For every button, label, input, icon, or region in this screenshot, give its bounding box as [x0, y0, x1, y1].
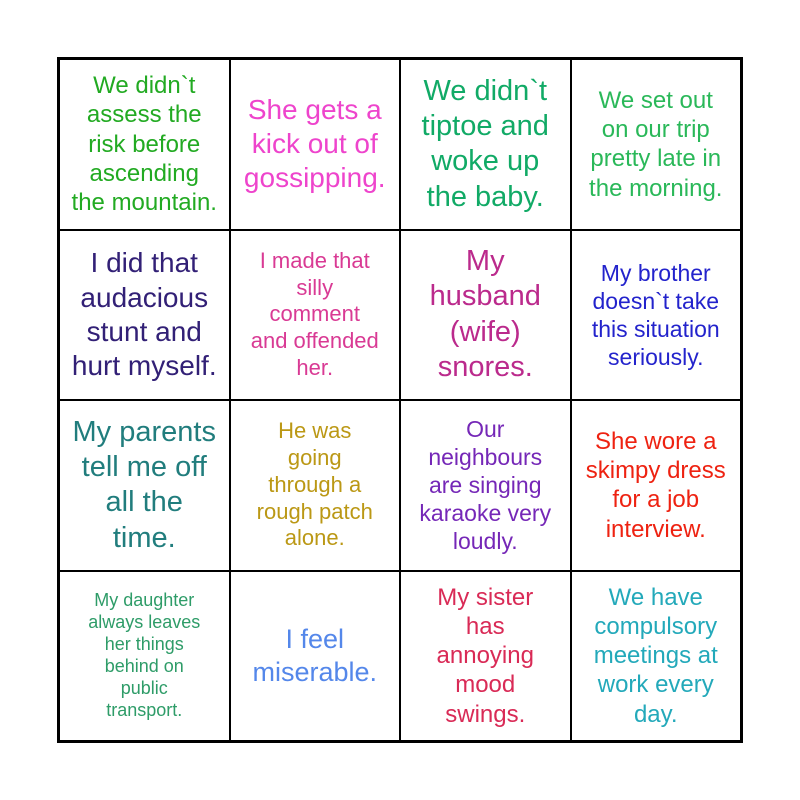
bingo-cell-r0c0[interactable]: We didn`t assess the risk before ascendi…: [59, 59, 230, 230]
bingo-cell-r3c2[interactable]: My sister has annoying mood swings.: [400, 570, 571, 741]
bingo-cell-r3c1[interactable]: I feel miserable.: [229, 570, 400, 741]
bingo-cell-r1c0[interactable]: I did that audacious stunt and hurt myse…: [59, 229, 230, 400]
bingo-cell-r3c0[interactable]: My daughter always leaves her things beh…: [59, 570, 230, 741]
bingo-cell-r0c2[interactable]: We didn`t tiptoe and woke up the baby.: [400, 59, 571, 230]
bingo-cell-r2c0[interactable]: My parents tell me off all the time.: [59, 400, 230, 571]
bingo-cell-r2c3[interactable]: She wore a skimpy dress for a job interv…: [570, 400, 741, 571]
bingo-row-3: My daughter always leaves her things beh…: [59, 570, 741, 741]
bingo-card-body: We didn`t assess the risk before ascendi…: [59, 59, 741, 741]
bingo-cell-r1c1[interactable]: I made that silly comment and offended h…: [229, 229, 400, 400]
bingo-cell-r1c3[interactable]: My brother doesn`t take this situation s…: [570, 229, 741, 400]
bingo-row-2: My parents tell me off all the time. He w…: [59, 400, 741, 571]
bingo-cell-r1c2[interactable]: My husband (wife) snores.: [400, 229, 571, 400]
bingo-card-grid: We didn`t assess the risk before ascendi…: [57, 57, 743, 743]
bingo-row-0: We didn`t assess the risk before ascendi…: [59, 59, 741, 230]
bingo-cell-r2c1[interactable]: He was going through a rough patch alone…: [229, 400, 400, 571]
bingo-cell-r0c1[interactable]: She gets a kick out of gossipping.: [229, 59, 400, 230]
bingo-row-1: I did that audacious stunt and hurt myse…: [59, 229, 741, 400]
bingo-cell-r2c2[interactable]: Our neighbours are singing karaoke very …: [400, 400, 571, 571]
bingo-cell-r0c3[interactable]: We set out on our trip pretty late in th…: [570, 59, 741, 230]
bingo-cell-r3c3[interactable]: We have compulsory meetings at work ever…: [570, 570, 741, 741]
